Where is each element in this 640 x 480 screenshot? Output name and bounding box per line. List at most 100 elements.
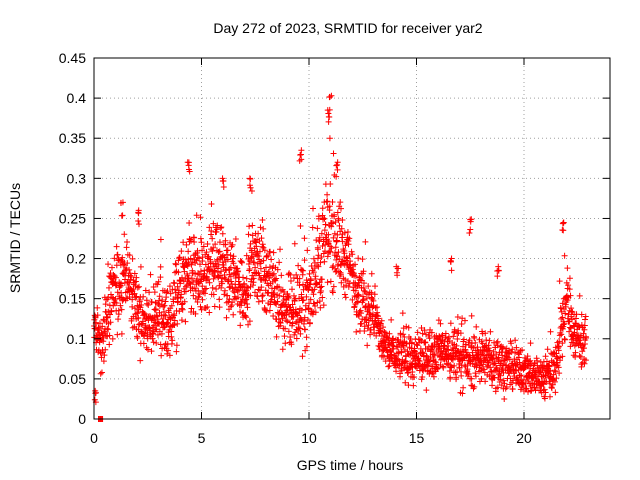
data-point	[266, 264, 273, 271]
data-point	[256, 248, 263, 255]
data-point	[564, 265, 571, 272]
data-point	[326, 135, 333, 142]
data-point	[558, 305, 565, 312]
data-point	[196, 290, 203, 297]
data-point	[321, 215, 328, 222]
data-point	[559, 300, 566, 307]
data-point	[388, 316, 395, 323]
data-point	[202, 305, 209, 312]
data-point	[320, 302, 327, 309]
y-tick-label: 0.45	[59, 50, 86, 66]
data-point	[240, 274, 247, 281]
data-point	[197, 235, 204, 242]
data-point	[99, 323, 106, 330]
data-point	[246, 258, 253, 265]
data-point	[149, 335, 156, 342]
data-point	[468, 382, 475, 389]
data-point	[190, 278, 197, 285]
data-point	[165, 347, 172, 354]
data-point	[281, 333, 288, 340]
data-point	[157, 263, 164, 270]
data-point	[331, 230, 338, 237]
data-point	[113, 243, 120, 250]
data-point	[175, 287, 182, 294]
data-point	[411, 373, 418, 380]
data-point	[191, 285, 198, 292]
data-point	[292, 329, 299, 336]
data-point	[160, 303, 167, 310]
data-point	[223, 251, 230, 258]
data-point	[117, 281, 124, 288]
data-point	[105, 261, 112, 268]
data-point	[237, 322, 244, 329]
data-point	[191, 238, 198, 245]
data-point	[493, 351, 500, 358]
data-point	[303, 293, 310, 300]
data-point	[330, 150, 337, 157]
data-point	[186, 219, 193, 226]
data-point	[390, 335, 397, 342]
data-point	[197, 268, 204, 275]
data-point	[324, 107, 331, 114]
data-point	[365, 301, 372, 308]
data-point	[319, 294, 326, 301]
data-point	[247, 292, 254, 299]
data-point	[524, 353, 531, 360]
data-point	[358, 310, 365, 317]
data-point	[131, 270, 138, 277]
data-point	[164, 319, 171, 326]
data-point	[329, 289, 336, 296]
data-point	[252, 289, 259, 296]
data-point	[378, 317, 385, 324]
data-point	[129, 296, 136, 303]
data-point	[135, 218, 142, 225]
data-point	[337, 271, 344, 278]
data-point	[519, 347, 526, 354]
data-point	[145, 301, 152, 308]
data-point	[117, 302, 124, 309]
data-point	[179, 306, 186, 313]
data-point	[154, 331, 161, 338]
data-point	[210, 275, 217, 282]
data-point	[129, 303, 136, 310]
data-point	[402, 379, 409, 386]
data-point	[380, 324, 387, 331]
data-point	[566, 275, 573, 282]
data-point	[196, 271, 203, 278]
data-point	[419, 374, 426, 381]
data-point	[573, 311, 580, 318]
data-point	[386, 362, 393, 369]
data-point	[556, 338, 563, 345]
data-point	[423, 352, 430, 359]
data-point	[334, 209, 341, 216]
data-point	[229, 241, 236, 248]
data-point	[266, 307, 273, 314]
data-point	[435, 317, 442, 324]
data-point	[458, 321, 465, 328]
data-point	[194, 247, 201, 254]
data-point	[124, 238, 131, 245]
data-point	[527, 340, 534, 347]
data-point	[576, 337, 583, 344]
data-point	[205, 276, 212, 283]
data-point	[114, 251, 121, 258]
x-tick-label: 15	[409, 430, 425, 446]
data-point	[245, 261, 252, 268]
data-point	[171, 317, 178, 324]
data-point	[318, 287, 325, 294]
y-tick-label: 0	[78, 411, 86, 427]
data-point	[259, 297, 266, 304]
data-point	[355, 298, 362, 305]
data-point	[241, 280, 248, 287]
data-point	[495, 267, 502, 274]
data-point	[510, 377, 517, 384]
data-point	[285, 294, 292, 301]
data-point	[141, 310, 148, 317]
data-point	[284, 293, 291, 300]
data-point	[577, 353, 584, 360]
data-point	[467, 218, 474, 225]
data-point	[283, 311, 290, 318]
data-point	[553, 375, 560, 382]
data-point	[516, 372, 523, 379]
data-point	[107, 270, 114, 277]
